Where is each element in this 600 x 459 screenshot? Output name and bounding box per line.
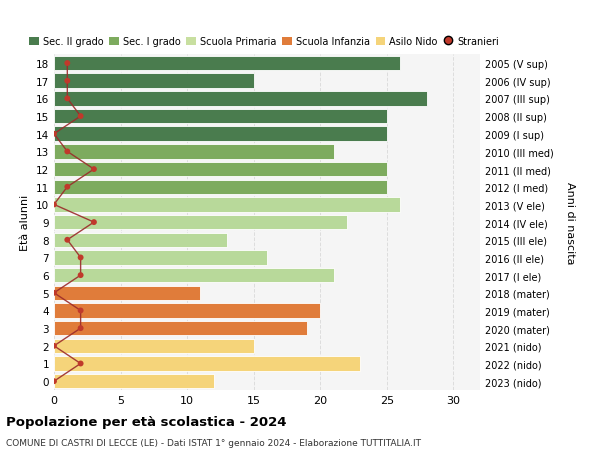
Bar [54, 286, 200, 300]
Point [76, 113, 85, 120]
Point [49, 290, 59, 297]
Bar [54, 339, 254, 353]
Bar [54, 145, 334, 159]
Bar [54, 56, 400, 71]
Bar [54, 357, 360, 371]
Point [49, 378, 59, 385]
Legend: Sec. II grado, Sec. I grado, Scuola Primaria, Scuola Infanzia, Asilo Nido, Stran: Sec. II grado, Sec. I grado, Scuola Prim… [29, 37, 499, 47]
Point [76, 360, 85, 367]
Bar [54, 321, 307, 336]
Point [76, 254, 85, 262]
Point [62, 184, 72, 191]
Bar [54, 233, 227, 247]
Point [76, 307, 85, 314]
Bar [54, 180, 387, 195]
Point [49, 131, 59, 138]
Bar [54, 74, 254, 89]
Bar [54, 162, 387, 177]
Point [62, 60, 72, 67]
Point [62, 148, 72, 156]
Point [62, 78, 72, 85]
Bar [54, 374, 214, 389]
Point [49, 342, 59, 350]
Point [89, 219, 99, 226]
Text: COMUNE DI CASTRI DI LECCE (LE) - Dati ISTAT 1° gennaio 2024 - Elaborazione TUTTI: COMUNE DI CASTRI DI LECCE (LE) - Dati IS… [6, 438, 421, 448]
Text: Popolazione per età scolastica - 2024: Popolazione per età scolastica - 2024 [6, 415, 287, 428]
Bar [54, 110, 387, 124]
Point [89, 166, 99, 174]
Bar [54, 92, 427, 106]
Point [49, 202, 59, 209]
Bar [54, 251, 267, 265]
Point [76, 325, 85, 332]
Y-axis label: Età alunni: Età alunni [20, 195, 31, 251]
Bar [54, 215, 347, 230]
Bar [54, 198, 400, 212]
Bar [54, 303, 320, 318]
Y-axis label: Anni di nascita: Anni di nascita [565, 181, 575, 264]
Point [62, 95, 72, 103]
Point [76, 272, 85, 279]
Bar [54, 269, 334, 283]
Point [62, 236, 72, 244]
Bar [54, 127, 387, 142]
